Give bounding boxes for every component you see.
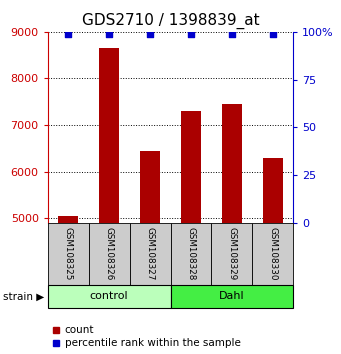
Point <box>229 31 235 36</box>
Text: Dahl: Dahl <box>219 291 245 302</box>
Point <box>65 31 71 36</box>
Bar <box>48 285 170 308</box>
Text: GSM108330: GSM108330 <box>268 227 277 281</box>
Bar <box>48 223 89 285</box>
Bar <box>252 223 293 285</box>
Bar <box>99 48 119 223</box>
Bar <box>140 151 160 223</box>
Bar <box>170 285 293 308</box>
Point <box>270 31 276 36</box>
Text: GSM108329: GSM108329 <box>227 227 236 281</box>
Bar <box>263 158 283 223</box>
Text: GSM108326: GSM108326 <box>105 227 114 281</box>
Bar <box>211 223 252 285</box>
Bar <box>222 104 242 223</box>
Text: GSM108328: GSM108328 <box>187 227 195 281</box>
Text: control: control <box>90 291 129 302</box>
Text: percentile rank within the sample: percentile rank within the sample <box>65 338 241 348</box>
Text: GDS2710 / 1398839_at: GDS2710 / 1398839_at <box>82 12 259 29</box>
Point <box>147 31 153 36</box>
Text: GSM108325: GSM108325 <box>64 227 73 281</box>
Point <box>106 31 112 36</box>
Bar <box>130 223 170 285</box>
Point <box>188 31 194 36</box>
Bar <box>170 223 211 285</box>
Bar <box>181 111 201 223</box>
Text: GSM108327: GSM108327 <box>146 227 154 281</box>
Bar <box>58 216 78 223</box>
Text: strain ▶: strain ▶ <box>3 291 45 302</box>
Bar <box>89 223 130 285</box>
Text: count: count <box>65 325 94 335</box>
